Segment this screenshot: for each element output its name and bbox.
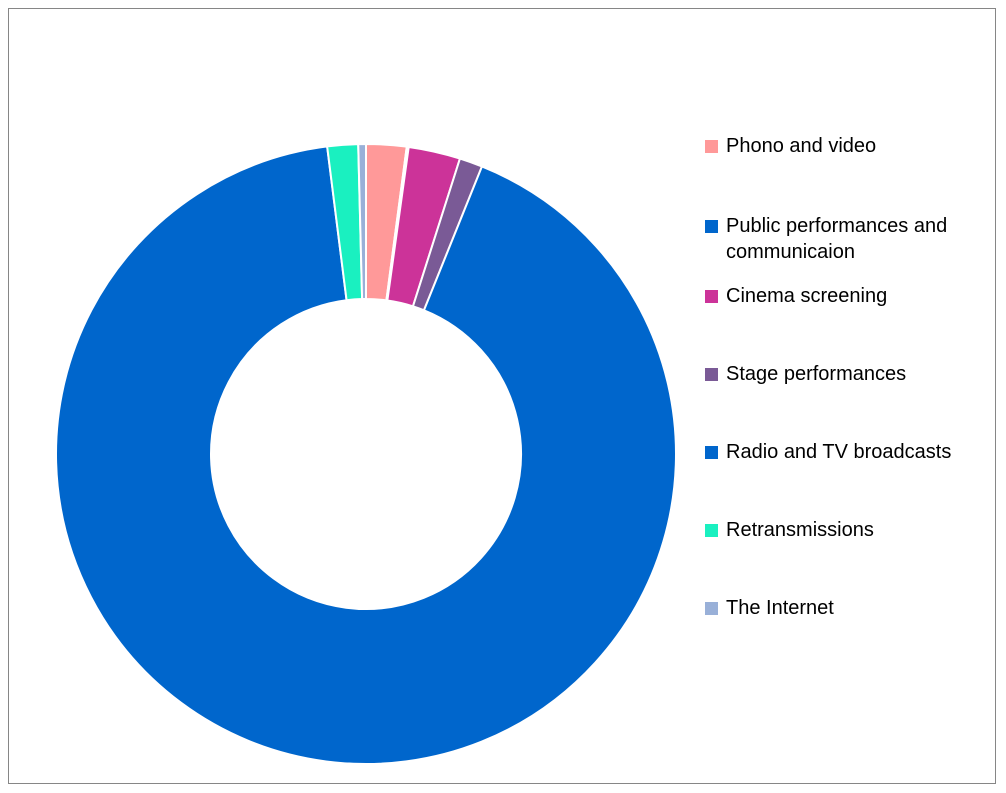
legend-swatch-phono-video xyxy=(705,140,718,153)
legend-item-phono-video: Phono and video xyxy=(705,133,995,159)
legend-label-internet: The Internet xyxy=(726,597,834,619)
legend-label-stage-performances: Stage performances xyxy=(726,363,907,385)
legend-label-retransmissions: Retransmissions xyxy=(726,519,874,541)
legend-item-radio-tv: Radio and TV broadcasts xyxy=(705,439,995,465)
legend-swatch-radio-tv xyxy=(705,446,718,459)
legend-swatch-internet xyxy=(705,602,718,615)
legend-item-retransmissions: Retransmissions xyxy=(705,517,995,543)
legend-swatch-retransmissions xyxy=(705,524,718,537)
legend-item-stage-performances: Stage performances xyxy=(705,361,995,387)
legend-swatch-cinema-screening xyxy=(705,290,718,303)
legend-label-phono-video: Phono and video xyxy=(726,135,877,157)
slice-the-internet xyxy=(357,142,367,301)
legend-label-cinema-screening: Cinema screening xyxy=(726,285,888,307)
legend-swatch-stage-performances xyxy=(705,368,718,381)
legend-item-public-performances: Public performances and communicaion xyxy=(705,213,995,265)
legend-swatch-public-performances xyxy=(705,220,718,233)
chart-frame: Phono and video Public performances and … xyxy=(8,8,996,784)
legend-label-radio-tv: Radio and TV broadcasts xyxy=(726,441,952,463)
legend-item-cinema-screening: Cinema screening xyxy=(705,283,995,309)
donut-chart xyxy=(55,142,677,765)
slice-radio-and-tv-broadcasts xyxy=(55,145,677,765)
legend-item-internet: The Internet xyxy=(705,595,995,621)
donut-slices xyxy=(55,142,677,765)
legend-label-public-performances: Public performances and communicaion xyxy=(726,215,948,263)
